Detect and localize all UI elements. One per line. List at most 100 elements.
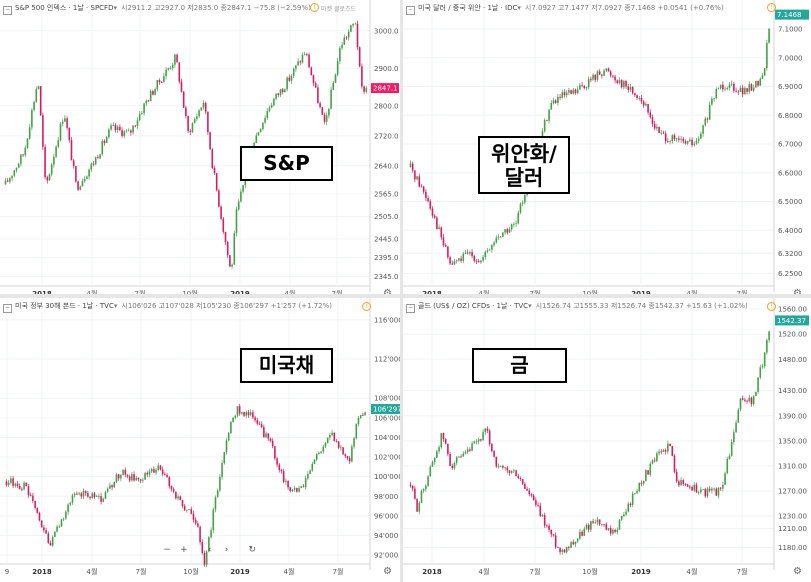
candle-body [513,470,515,472]
chevron-down-icon[interactable]: ▾ [528,302,532,310]
candle-body [499,236,502,238]
tbond-symbol[interactable]: 미국 정부 30해 본드 · 1날 · TVC [15,302,114,310]
candle-body [65,511,67,519]
candle-body [539,505,542,517]
candle-body [51,536,54,546]
candle-body [462,453,465,457]
candle-body [205,551,208,565]
candle-body [249,412,252,416]
gear-icon[interactable]: ⚙ [793,288,802,294]
candle-body [425,485,427,490]
candle-body [317,87,319,104]
candle-body [719,487,722,489]
gear-icon[interactable]: ⚙ [383,566,392,577]
candle-body [530,494,533,496]
candle-body [358,47,361,67]
candle-body [352,23,354,26]
horizontal-divider[interactable] [0,294,811,298]
candle-body [224,231,227,243]
scroll-left-button[interactable]: ‹ [207,545,212,555]
candle-body [513,223,515,225]
tbond-panel: 116'000 112'000 108'000 106'000 104'000 102'0… [0,298,400,582]
candle-body [238,406,241,414]
candle-body [68,127,71,141]
reset-chart-button[interactable]: ↻ [248,545,257,555]
candle-body [671,446,674,456]
candle-body [304,478,307,488]
candle-body [651,117,654,124]
gear-icon[interactable]: ⚙ [793,566,802,577]
sp500-symbol[interactable]: S&P 500 인덱스 · 1날 · SPCFD [15,4,114,12]
chevron-down-icon[interactable]: ▾ [113,4,117,12]
candle-body [669,141,671,143]
alert-icon[interactable]: ! [362,302,371,311]
x-tick-label: 4월 [285,289,296,294]
chevron-down-icon[interactable]: ▾ [517,4,521,12]
candle-body [442,433,445,440]
y-tick-label: 112'000 [374,356,400,364]
last-price-badge [371,404,400,415]
candle-body [640,97,643,102]
candle-body [25,482,28,487]
alert-icon[interactable]: ! [767,302,776,311]
candle-body [543,120,546,132]
collapse-icon[interactable]: − [406,304,415,313]
candle-body [748,397,751,402]
candle-body [638,97,641,99]
x-tick-label: 2019 [230,290,250,294]
collapse-icon[interactable]: − [3,304,12,313]
candle-body [280,470,283,472]
candle-body [526,488,528,491]
candle-body [194,519,197,524]
alert-icon[interactable]: ! [767,3,776,12]
candle-body [618,519,621,530]
chevron-down-icon[interactable]: ▾ [113,302,118,310]
candle-body [574,541,577,545]
usdcny-symbol[interactable]: 미국 달러 / 중국 위안 · 1날 · IDC [418,4,518,12]
candle-body [12,478,14,486]
candle-body [89,496,91,498]
gold-callout: 금 [472,348,567,383]
sp500-panel: 3000.0 2900.0 2800.0 2720.0 2640.0 2565.0 2505… [0,0,400,294]
candle-body [422,489,425,491]
collapse-icon[interactable]: − [406,6,415,15]
candle-body [185,107,187,116]
zoom-in-button[interactable]: + [180,545,188,555]
candle-body [131,474,133,481]
candle-body [331,432,333,435]
candle-body [312,75,315,84]
candle-body [69,502,72,505]
gold-symbol[interactable]: 골드 (US$ / OZ) CFDs · 1날 · TVC [418,302,529,310]
candle-body [270,105,273,108]
candle-body [254,417,256,421]
candle-body [216,490,219,498]
collapse-icon[interactable]: − [3,6,12,15]
usdcny-callout-text: 위안화/ 달러 [491,142,557,191]
x-tick-label: 7월 [737,567,748,576]
candle-body [669,443,671,447]
candle-body [535,500,537,505]
candle-body [350,25,352,32]
scroll-right-button[interactable]: › [224,545,229,555]
vertical-divider[interactable] [400,0,403,582]
candle-body [455,457,458,464]
alert-icon[interactable]: ! [310,3,319,12]
y-tick-label: 94'000 [374,532,398,540]
candle-body [329,434,331,438]
candle-body [11,175,13,179]
candle-body [634,93,636,96]
candle-body [28,127,31,139]
candle-body [39,86,42,116]
candle-body [278,464,281,471]
candle-body [583,528,586,536]
candle-body [746,88,748,92]
candle-body [220,206,222,219]
candle-body [532,495,535,501]
candle-body [739,87,742,92]
gear-icon[interactable]: ⚙ [383,288,392,294]
candle-body [748,84,751,92]
candle-body [521,478,524,484]
zoom-out-button[interactable]: − [163,545,171,555]
candle-body [625,511,627,515]
candle-body [146,473,149,475]
